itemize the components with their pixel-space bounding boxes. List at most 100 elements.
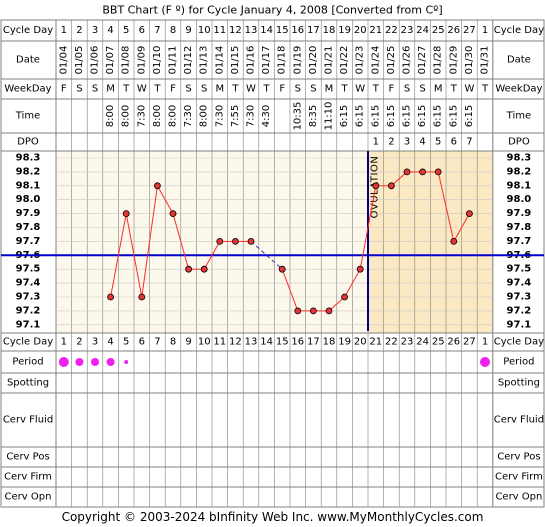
row-label-cycle-day: Cycle Day [3,25,53,36]
cycle-day-label: 11 [213,25,226,36]
cycle-day-label: 5 [123,25,129,36]
temp-tick-label: 97.2 [16,305,41,316]
cycle-day-label: 14 [260,337,273,348]
temp-point [419,168,427,176]
temp-tick-label: 97.8 [507,222,532,233]
date-label: 01/30 [464,46,475,75]
cycle-day-label: 8 [170,25,176,36]
row-label-cerv-pos: Cerv Pos [6,452,49,463]
dpo-label: 1 [373,137,379,148]
row-label-cerv-pos: Cerv Pos [497,452,540,463]
weekday-label: S [404,84,410,95]
cycle-day-label: 25 [432,25,445,36]
weekday-label: W [246,84,256,95]
weekday-label: S [185,84,191,95]
temp-tick-label: 98.3 [16,153,41,164]
time-label: 6:15 [417,105,428,127]
row-label-cycle-day: Cycle Day [3,337,53,348]
row-label-cerv-fluid: Cerv Fluid [494,415,544,426]
temp-line-segment [156,185,174,214]
cycle-day-label: 1 [61,25,67,36]
cycle-day-label: 2 [76,25,82,36]
time-label: 6:15 [433,105,444,127]
dpo-label: 5 [435,137,441,148]
row-label-dpo: DPO [508,137,530,148]
weekday-label: T [481,84,489,95]
date-label: 01/15 [230,46,241,75]
temp-point [200,265,208,273]
period-dot [91,358,99,366]
time-label: 7:55 [230,105,241,127]
row-label-cerv-firm: Cerv Firm [495,472,543,483]
temp-point [341,293,349,301]
cycle-day-label: 6 [139,25,145,36]
cycle-day-label: 15 [276,25,289,36]
weekday-label: S [201,84,207,95]
time-label: 8:00 [168,105,179,127]
row-label-cerv-opn: Cerv Opn [5,492,52,503]
cycle-day-label: 17 [307,337,320,348]
cycle-day-label: 6 [139,337,145,348]
temp-point [372,182,380,190]
date-label: 01/07 [105,46,116,75]
date-label: 01/18 [277,46,288,75]
date-label: 01/09 [136,46,147,75]
date-label: 01/28 [433,46,444,75]
temp-point [450,237,458,245]
date-label: 01/24 [370,46,381,75]
cycle-day-label: 21 [369,337,382,348]
time-label: 6:15 [402,105,413,127]
cycle-day-label: 18 [323,337,336,348]
date-label: 01/12 [183,46,194,75]
period-dot [106,358,115,366]
cycle-day-label: 12 [229,337,242,348]
date-label: 01/04 [58,46,69,75]
weekday-label: T [122,84,130,95]
weekday-label: F [279,84,285,95]
temp-line-segment [344,268,361,298]
temp-point [294,307,302,315]
time-label: 8:00 [121,105,132,127]
temp-point [122,210,130,218]
cycle-day-label: 24 [416,25,429,36]
weekday-label: F [389,84,395,95]
temp-line-segment [437,171,455,242]
weekday-label: T [341,84,349,95]
page-title: BBT Chart (F º) for Cycle January 4, 200… [102,4,442,17]
temp-line-segment [203,241,221,270]
temp-point [278,265,286,273]
row-label-cycle-day: Cycle Day [494,337,544,348]
time-label: 6:15 [339,105,350,127]
temp-tick-label: 98.2 [16,166,41,177]
temp-line-segment [172,213,190,270]
date-label: 01/21 [324,46,335,75]
cycle-day-label: 17 [307,25,320,36]
temp-line-segment [453,213,470,242]
cycle-day-label: 11 [213,337,226,348]
date-label: 01/26 [402,46,413,75]
date-label: 01/17 [261,46,272,75]
row-label-date: Date [16,55,40,66]
date-label: 01/08 [121,46,132,75]
row-label-cerv-fluid: Cerv Fluid [3,415,53,426]
period-dot [480,357,490,367]
date-label: 01/27 [417,46,428,75]
cycle-day-label: 9 [185,337,191,348]
temp-tick-label: 98.3 [507,153,532,164]
time-label: 7:30 [183,105,194,127]
cycle-day-label: 26 [447,337,460,348]
date-label: 01/23 [355,46,366,75]
weekday-label: F [61,84,67,95]
temp-tick-label: 97.9 [507,208,532,219]
date-label: 01/06 [90,46,101,75]
time-label: 7:30 [136,105,147,127]
cycle-day-label: 27 [463,337,476,348]
date-label: 01/10 [152,46,163,75]
temp-point [387,182,395,190]
cycle-day-label: 19 [338,25,351,36]
cycle-day-label: 16 [291,25,304,36]
date-label: 01/13 [199,46,210,75]
dpo-label: 6 [451,137,457,148]
temp-tick-label: 97.4 [16,278,41,289]
